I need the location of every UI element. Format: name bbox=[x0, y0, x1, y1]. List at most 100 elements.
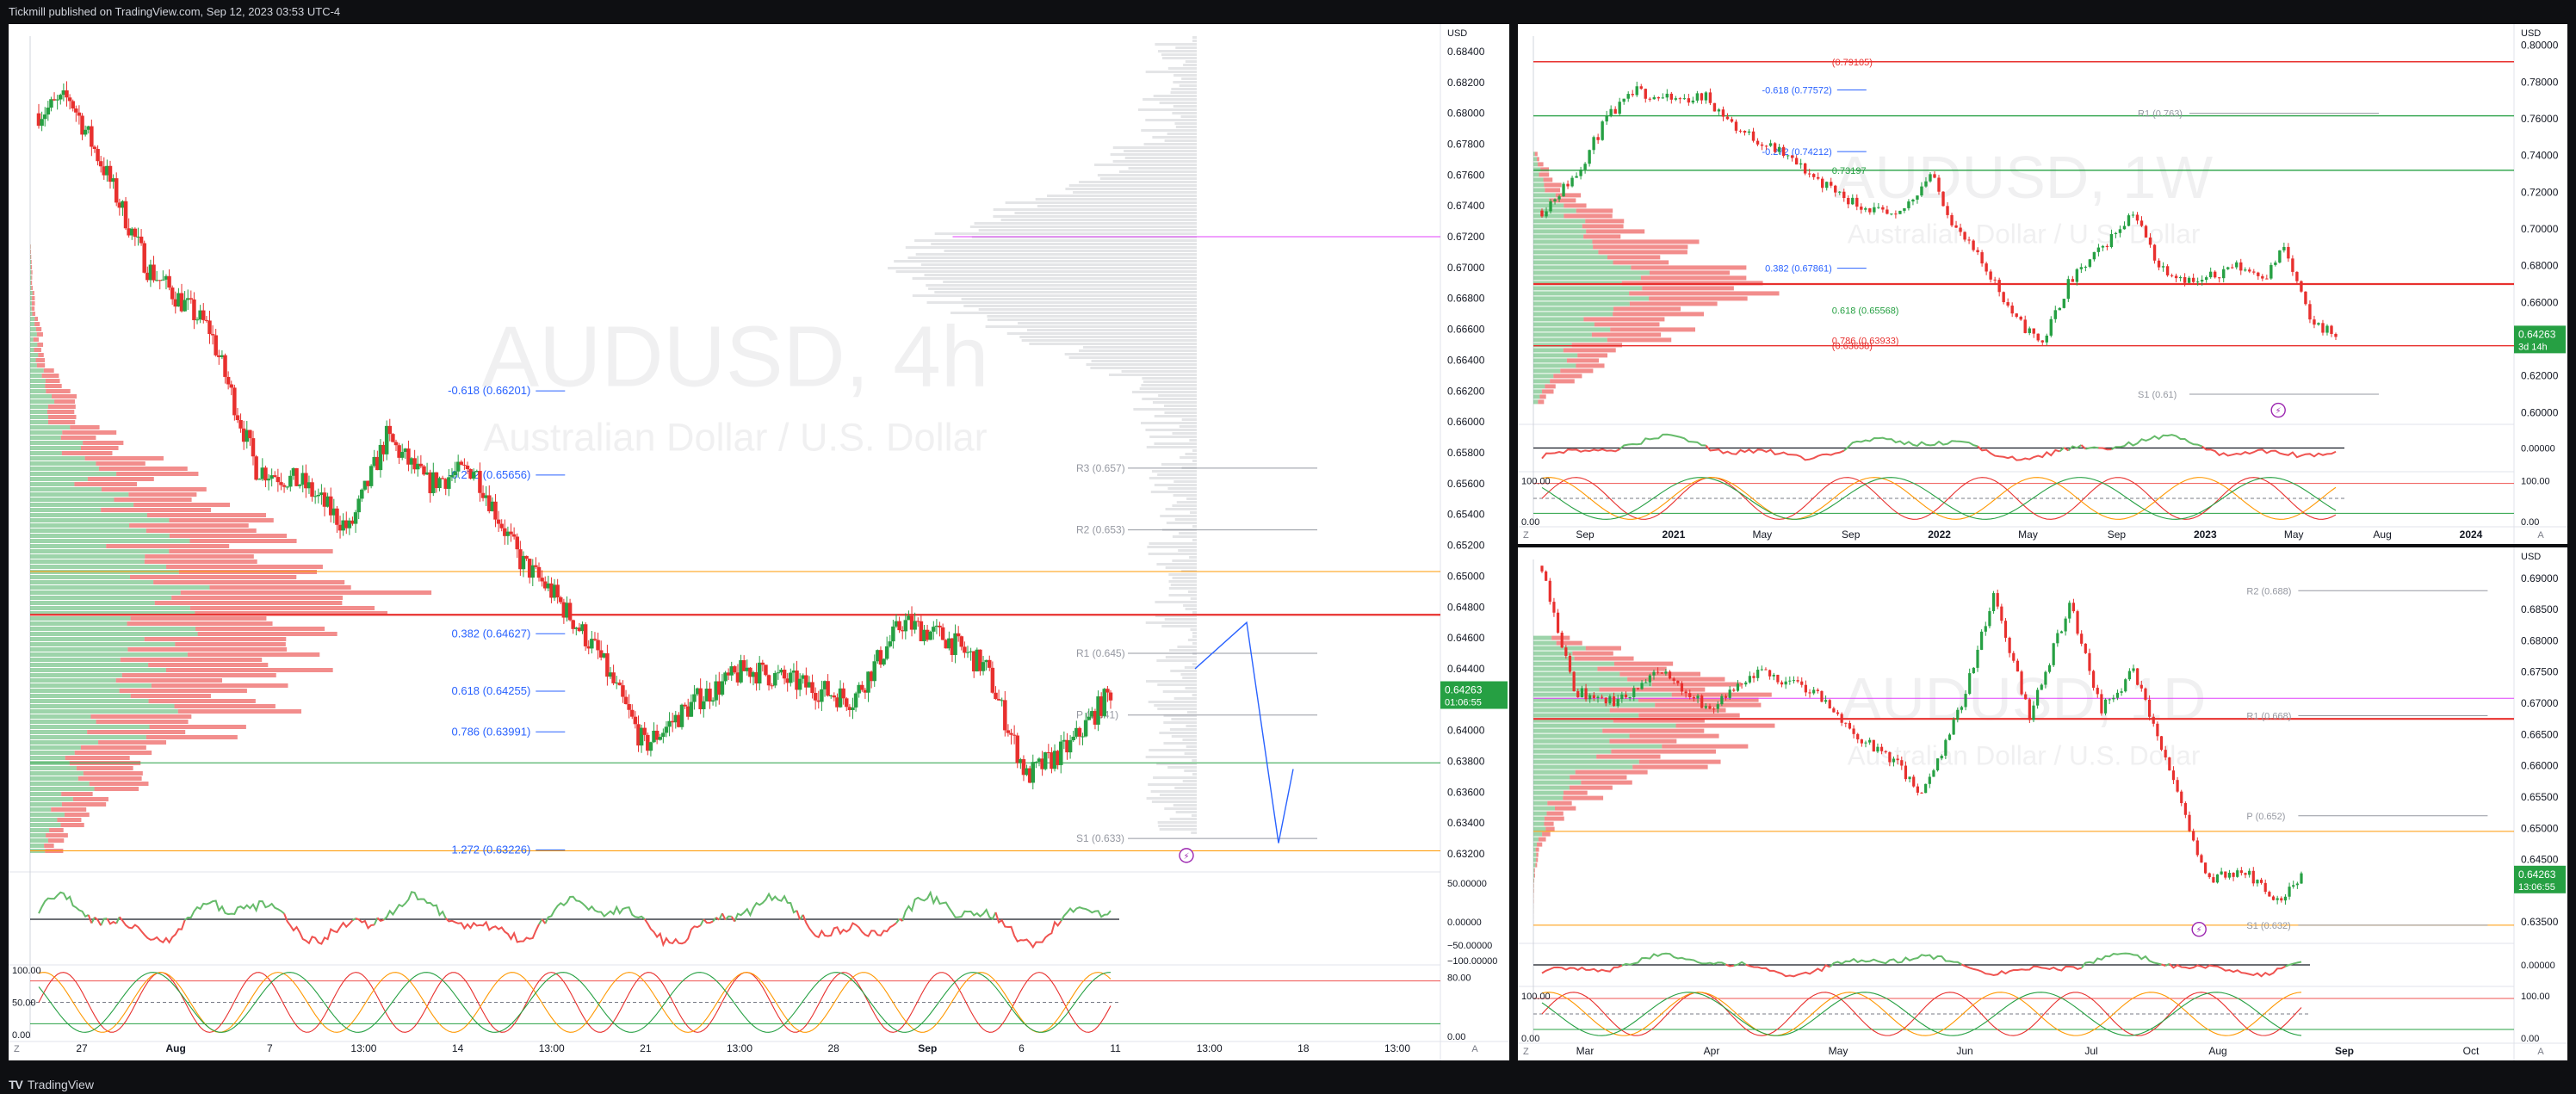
candle-body bbox=[1907, 201, 1910, 208]
candle-body bbox=[2203, 862, 2208, 874]
candle-body bbox=[938, 625, 942, 627]
volume-profile-buy bbox=[1533, 250, 1599, 255]
fib-level-label: 0.618 (0.64255) bbox=[452, 684, 531, 697]
candle-body bbox=[882, 658, 886, 665]
volume-profile-buy bbox=[1533, 384, 1545, 389]
volume-profile-sell bbox=[106, 544, 230, 548]
price-profile-bar bbox=[1086, 363, 1197, 366]
price-profile-bar bbox=[1157, 473, 1197, 476]
candle-body bbox=[804, 675, 808, 688]
candle-body bbox=[2317, 323, 2320, 325]
pivot-level-label: R1 (0.645) bbox=[1076, 647, 1125, 659]
candle-body bbox=[766, 675, 771, 686]
fib-level-label: 0.382 (0.64627) bbox=[452, 627, 531, 640]
candle-body bbox=[1717, 109, 1721, 112]
candle-body bbox=[1037, 758, 1042, 763]
price-profile-bar bbox=[1124, 150, 1197, 152]
candle-body bbox=[409, 458, 414, 465]
candle-body bbox=[605, 653, 610, 677]
time-tick-label: 18 bbox=[1297, 1042, 1310, 1054]
volume-profile-sell bbox=[37, 343, 44, 347]
time-tick-label: 14 bbox=[452, 1042, 464, 1054]
candle-body bbox=[2183, 276, 2187, 283]
chart-panel-1w[interactable]: AUDUSD, 1W Australian Dollar / U.S. Dolla… bbox=[1518, 24, 2567, 544]
volume-profile-buy bbox=[30, 663, 149, 667]
volume-profile-buy bbox=[30, 833, 46, 837]
volume-profile-buy bbox=[30, 642, 176, 646]
candle-body bbox=[770, 685, 774, 687]
candle-body bbox=[90, 126, 94, 147]
price-tick-label: 0.67000 bbox=[2521, 697, 2559, 709]
chart-panel-4h[interactable]: AUDUSD, 4h Australian Dollar / U.S. Dolla… bbox=[9, 24, 1509, 1060]
candle-body bbox=[2032, 328, 2035, 334]
chart-panel-1d[interactable]: AUDUSD, 1D Australian Dollar / U.S. Dolla… bbox=[1518, 547, 2567, 1060]
price-profile-bar bbox=[1145, 71, 1197, 73]
candle-body bbox=[403, 448, 408, 452]
lightning-icon: ⚡ bbox=[2196, 926, 2202, 936]
candle-body bbox=[1003, 700, 1007, 731]
candle-body bbox=[1780, 682, 1784, 685]
volume-profile-buy bbox=[30, 275, 32, 280]
candle-body bbox=[2096, 688, 2099, 695]
volume-profile-buy bbox=[1533, 193, 1556, 198]
price-tick-label: 0.63500 bbox=[2521, 916, 2559, 928]
candle-body bbox=[1928, 776, 1931, 784]
candle-body bbox=[521, 555, 526, 570]
candle-body bbox=[2268, 892, 2271, 897]
candle-body bbox=[164, 275, 169, 280]
candle-body bbox=[1860, 207, 1863, 210]
time-tick-label: 11 bbox=[1110, 1042, 1121, 1054]
volume-profile-buy bbox=[1533, 873, 1534, 878]
price-profile-bar bbox=[993, 208, 1197, 211]
volume-profile-buy bbox=[30, 725, 150, 729]
candle-body bbox=[337, 524, 343, 531]
volume-profile-sell bbox=[116, 472, 199, 476]
fib-level-label: 0.73197 bbox=[1832, 166, 1867, 176]
price-tick-label: 0.74000 bbox=[2521, 150, 2559, 162]
volume-profile-sell bbox=[1640, 275, 1747, 281]
volume-profile-buy bbox=[1533, 733, 1630, 739]
price-profile-bar bbox=[1174, 122, 1197, 125]
volume-profile-buy bbox=[1533, 842, 1537, 847]
candle-body bbox=[291, 467, 296, 476]
candle-body bbox=[2295, 883, 2299, 886]
price-tick-label: 0.80000 bbox=[2521, 40, 2559, 52]
candle-body bbox=[630, 709, 635, 717]
volume-profile-sell bbox=[114, 498, 192, 502]
candle-body bbox=[1967, 239, 1971, 241]
volume-profile-buy bbox=[30, 260, 31, 264]
volume-profile-buy bbox=[30, 621, 127, 626]
candle-body bbox=[1636, 688, 1640, 689]
candle-body bbox=[994, 692, 998, 699]
candle-body bbox=[1892, 758, 1896, 763]
candle-body bbox=[55, 99, 59, 101]
volume-profile-buy bbox=[30, 611, 195, 615]
candle-body bbox=[608, 672, 613, 677]
tradingview-logo[interactable]: TV TradingView bbox=[9, 1078, 94, 1091]
candle-body bbox=[1972, 667, 1975, 674]
candle-body bbox=[362, 480, 368, 490]
candle-body bbox=[2064, 618, 2067, 632]
candle-body bbox=[542, 581, 548, 589]
candle-body bbox=[813, 693, 818, 701]
candle-body bbox=[1613, 108, 1617, 114]
price-tick-label: 0.63200 bbox=[1447, 848, 1485, 860]
price-profile-bar bbox=[1181, 418, 1197, 421]
candle-body bbox=[2159, 736, 2164, 751]
candle-body bbox=[316, 494, 321, 497]
volume-profile-buy bbox=[30, 704, 175, 708]
candle-body bbox=[1695, 93, 1700, 101]
candle-body bbox=[2131, 214, 2135, 216]
volume-profile-sell bbox=[1610, 327, 1696, 332]
volume-profile-buy bbox=[1533, 651, 1573, 656]
candle-body bbox=[1876, 746, 1879, 752]
candle-body bbox=[1872, 739, 1875, 752]
candle-body bbox=[1896, 758, 1899, 761]
volume-profile-sell bbox=[187, 652, 320, 657]
candle-body bbox=[1980, 252, 1984, 264]
volume-profile-sell bbox=[32, 291, 34, 295]
candle-body bbox=[1811, 174, 1816, 177]
